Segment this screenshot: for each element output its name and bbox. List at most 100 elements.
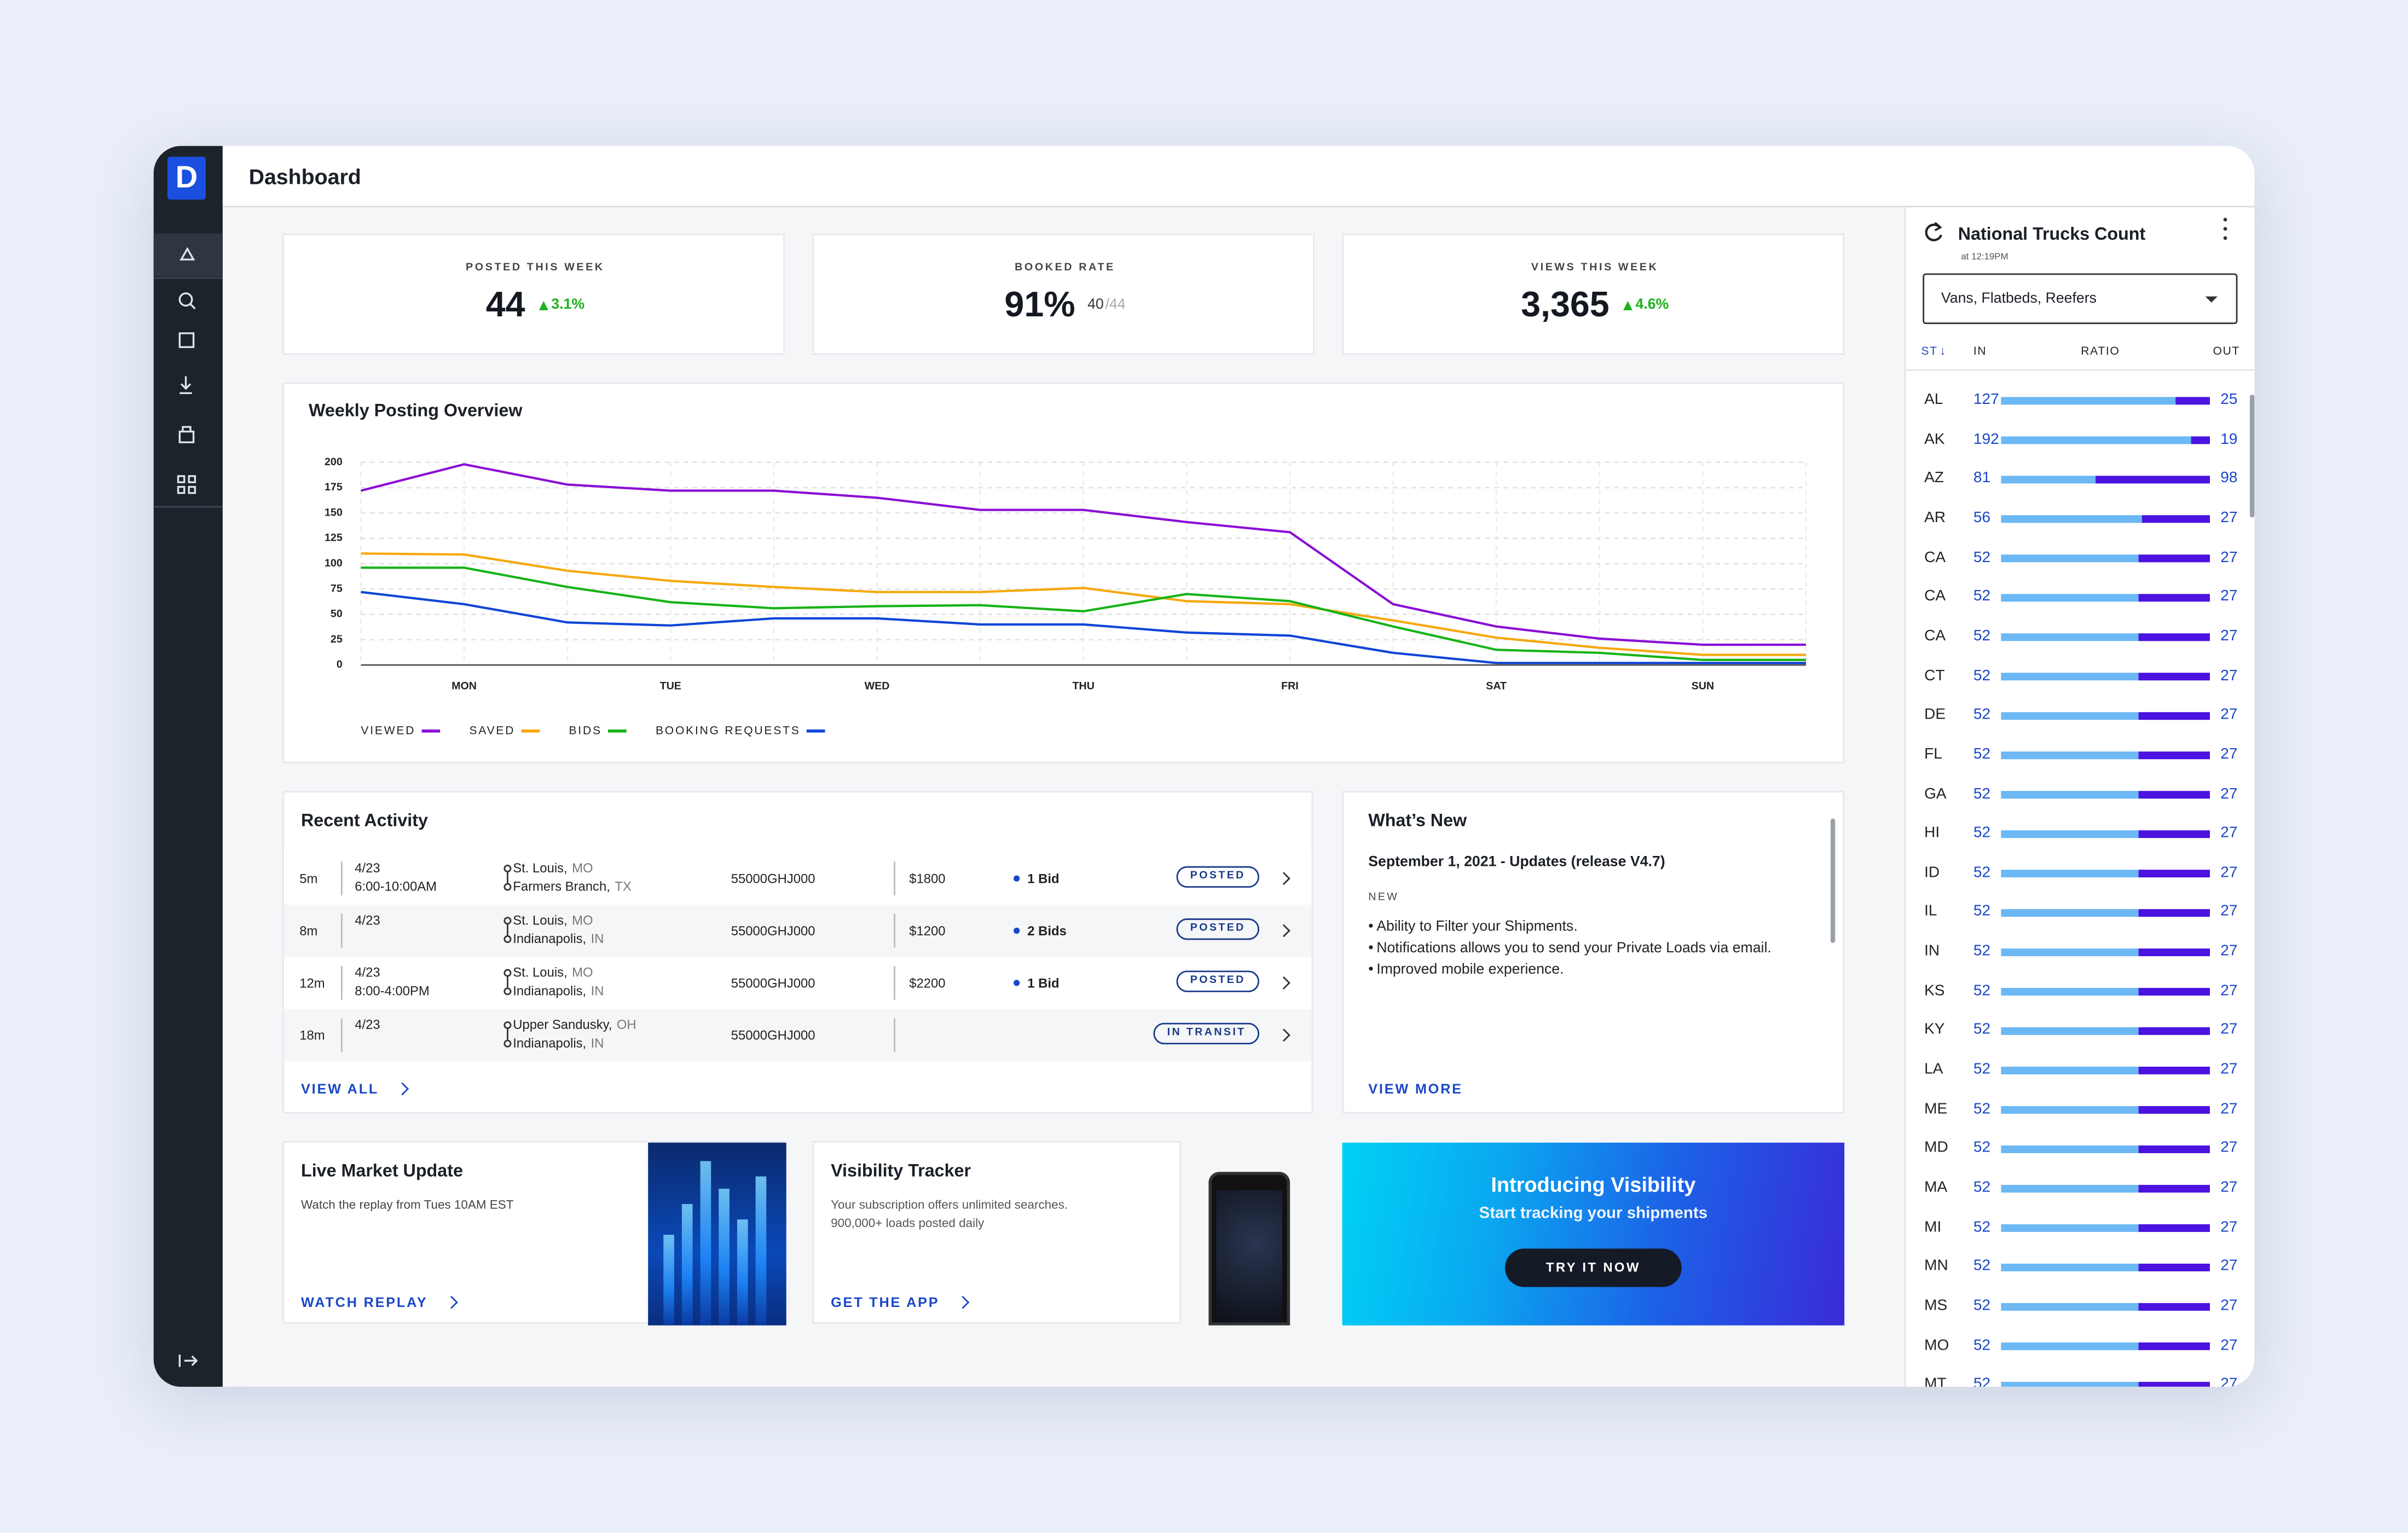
- activity-row[interactable]: 8m 4/23 St. Louis, MO Indianapolis, IN 55000GH…: [284, 904, 1312, 957]
- promo-title: Introducing Visibility: [1491, 1173, 1696, 1196]
- chart-card: Weekly Posting Overview 0 25 50 75 100 125 150 1…: [282, 382, 1845, 763]
- divider: [894, 861, 895, 895]
- in-count: 127: [1973, 391, 1999, 409]
- activity-ref: 55000GHJ000: [731, 1027, 815, 1043]
- in-count: 52: [1973, 1061, 1991, 1079]
- activity-window: 6:00-10:00AM: [355, 878, 437, 894]
- lock-icon[interactable]: [178, 430, 195, 443]
- download-icon[interactable]: [180, 376, 192, 395]
- kpi-detail: 40: [1087, 296, 1104, 314]
- route-dot: [503, 935, 512, 943]
- card-title: Live Market Update: [300, 1162, 463, 1181]
- view-more-link[interactable]: VIEW MORE: [1368, 1081, 1463, 1097]
- watch-replay-link[interactable]: WATCH REPLAY: [301, 1295, 458, 1310]
- main: POSTED THIS WEEK 44 3.1% BOOKED RATE 91% 40/4…: [154, 146, 1905, 1387]
- x-tick-label: SAT: [1486, 680, 1507, 692]
- activity-date: 4/23: [355, 912, 380, 928]
- legend-label: BOOKING REQUESTS: [656, 724, 801, 737]
- ratio-out: [2138, 1224, 2210, 1232]
- promo-subtitle: Start tracking your shipments: [1479, 1204, 1708, 1223]
- divider: [894, 966, 895, 1000]
- out-count: 27: [2220, 707, 2238, 724]
- logout-icon[interactable]: [178, 1354, 198, 1367]
- activity-date: 4/23: [355, 1016, 380, 1032]
- state-code: LA: [1924, 1061, 1943, 1079]
- ratio-out: [2138, 988, 2210, 996]
- refresh-arrow: [1934, 222, 1942, 232]
- out-count: 27: [2220, 864, 2238, 882]
- card-text: 900,000+ loads posted daily: [831, 1216, 985, 1230]
- out-count: 27: [2220, 1376, 2238, 1387]
- activity-row[interactable]: 12m 4/23 8:00-4:00PM St. Louis, MO Indianapol…: [284, 957, 1312, 1009]
- state-code: MS: [1924, 1297, 1948, 1315]
- activity-price: $2200: [909, 975, 946, 991]
- column-header: OUT: [2213, 344, 2241, 358]
- whats-new-card: What’s New September 1, 2021 - Updates (r…: [1342, 791, 1845, 1114]
- out-count: 27: [2220, 825, 2238, 842]
- x-tick-label: THU: [1073, 680, 1095, 692]
- view-all-link[interactable]: VIEW ALL: [301, 1081, 409, 1097]
- apps-icon[interactable]: [177, 475, 186, 483]
- update-item: • Ability to Filter your Shipments.: [1368, 917, 1798, 938]
- ratio-out: [2138, 1106, 2210, 1114]
- in-count: 52: [1973, 1337, 1991, 1354]
- section-title: Recent Activity: [300, 812, 428, 831]
- legend-label: BIDS: [569, 724, 601, 737]
- divider: [340, 966, 343, 1000]
- in-count: 52: [1973, 1258, 1991, 1275]
- update-item: • Improved mobile experience.: [1368, 960, 1798, 981]
- y-tick-label: 200: [325, 456, 343, 468]
- chevron: [1277, 872, 1290, 886]
- route-dest: Indianapolis, IN: [513, 982, 604, 998]
- route-dest: Indianapolis, IN: [513, 1035, 604, 1051]
- kpi-up-arrow: [539, 300, 548, 310]
- status-pill: IN TRANSIT: [1153, 1022, 1260, 1045]
- divider: [340, 1018, 343, 1052]
- x-tick-label: FRI: [1281, 680, 1299, 692]
- out-count: 27: [2220, 1258, 2238, 1275]
- status-pill: POSTED: [1176, 866, 1259, 888]
- get-app-link[interactable]: GET THE APP: [831, 1295, 969, 1310]
- out-count: 27: [2220, 746, 2238, 763]
- state-code: AK: [1924, 431, 1945, 448]
- bullet: •: [1368, 918, 1374, 935]
- board-icon[interactable]: [178, 332, 195, 348]
- ratio-in: [2001, 1263, 2139, 1271]
- search-icon[interactable]: [178, 292, 193, 307]
- divider: [340, 861, 343, 895]
- ratio-out: [2138, 1381, 2210, 1387]
- activity-row[interactable]: 18m 4/23 Upper Sandusky, OH Indianapolis, IN 5…: [284, 1009, 1312, 1062]
- ratio-in: [2001, 1224, 2139, 1232]
- sidebar: D: [153, 146, 223, 1387]
- image-bar: [681, 1204, 693, 1326]
- ratio-out: [2138, 1145, 2210, 1153]
- filter-dropdown[interactable]: Vans, Flatbeds, Reefers: [1923, 273, 2238, 325]
- ratio-out: [2141, 515, 2210, 523]
- home-icon[interactable]: [180, 247, 195, 261]
- route-dest: Farmers Branch, TX: [513, 878, 632, 894]
- ratio-out: [2138, 751, 2210, 760]
- y-tick-label: 100: [325, 557, 343, 569]
- state-code: KY: [1924, 1022, 1945, 1039]
- ratio-in: [2001, 948, 2139, 957]
- ratio-out: [2138, 1066, 2210, 1075]
- route-dot: [503, 969, 512, 977]
- out-count: 27: [2220, 904, 2238, 921]
- promo-button[interactable]: TRY IT NOW: [1504, 1248, 1682, 1287]
- kpi-label: VIEWS THIS WEEK: [1531, 262, 1659, 274]
- ratio-in: [2001, 909, 2139, 917]
- nav-active[interactable]: [153, 233, 223, 277]
- logo[interactable]: D: [167, 157, 206, 200]
- ratio-out: [2138, 1342, 2210, 1350]
- in-count: 52: [1973, 746, 1991, 763]
- ratio-in: [2001, 515, 2142, 523]
- out-count: 27: [2220, 943, 2238, 961]
- kpi-detail-suffix: /44: [1105, 296, 1126, 314]
- scrollbar: [1830, 818, 1836, 943]
- out-count: 27: [2220, 510, 2238, 527]
- kpi-value-row: 3,365 4.6%: [1344, 284, 1846, 326]
- activity-row[interactable]: 5m 4/23 6:00-10:00AM St. Louis, MO Farmers Br…: [284, 852, 1312, 905]
- image-bar: [737, 1219, 748, 1326]
- ratio-out: [2138, 1263, 2210, 1271]
- ratio-in: [2001, 830, 2139, 838]
